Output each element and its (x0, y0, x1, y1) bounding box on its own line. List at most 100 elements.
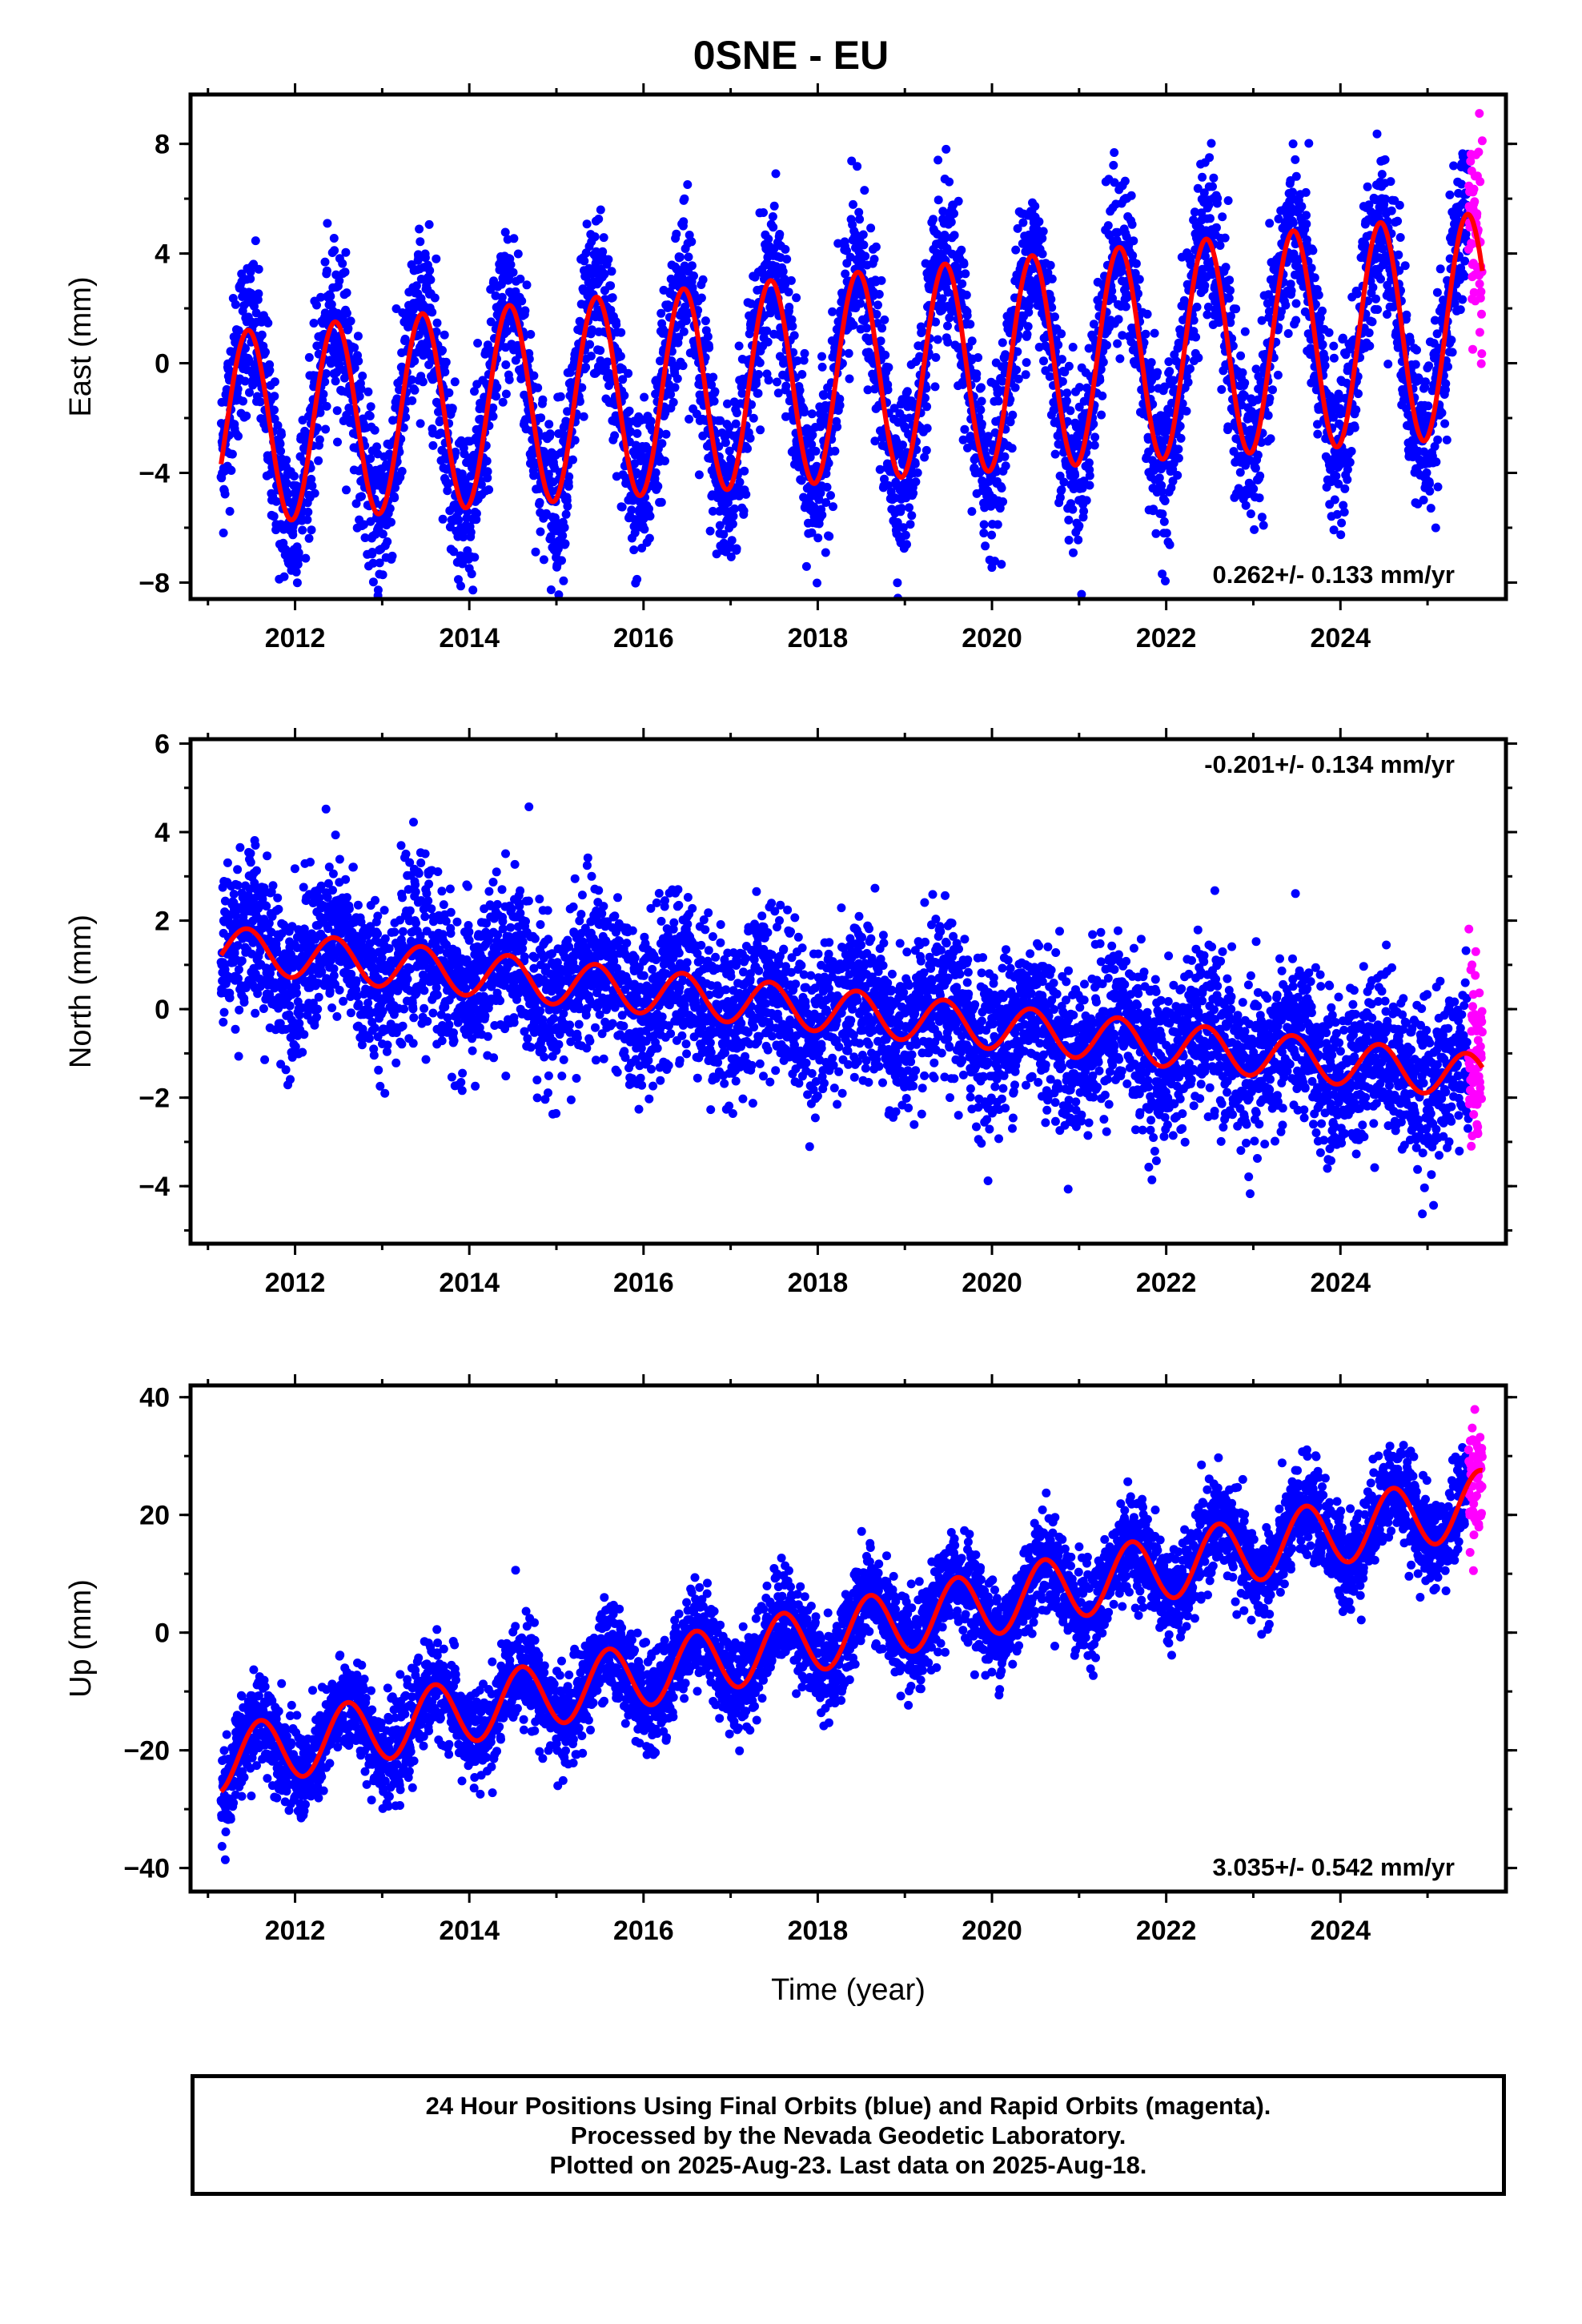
east-final-point (769, 201, 779, 211)
east-final-point (640, 392, 649, 402)
east-final-point (735, 477, 745, 487)
east-final-point (967, 336, 977, 346)
east-final-point (303, 515, 312, 525)
east-final-point (653, 481, 663, 491)
east-final-point (934, 195, 943, 205)
east-final-point (730, 625, 739, 633)
east-final-point (1225, 275, 1235, 285)
east-final-point (585, 340, 595, 349)
east-final-point (673, 374, 682, 384)
east-final-point (1394, 250, 1403, 259)
east-final-point (470, 387, 479, 396)
east-final-point (688, 283, 697, 292)
east-final-point (1313, 429, 1323, 439)
east-final-point (1288, 218, 1298, 227)
east-final-point (553, 545, 563, 553)
east-final-point (1347, 447, 1356, 456)
east-final-point (934, 155, 943, 165)
east-final-point (327, 300, 336, 309)
east-final-point (1162, 529, 1171, 538)
east-final-point (488, 412, 498, 421)
east-final-point (456, 581, 465, 591)
east-final-point (360, 533, 370, 542)
east-final-point (966, 320, 975, 329)
east-final-point (1340, 484, 1350, 493)
east-final-point (298, 525, 307, 535)
east-final-point (853, 162, 862, 171)
east-final-point (745, 433, 755, 443)
east-final-point (536, 413, 546, 423)
east-final-point (759, 208, 768, 217)
east-final-point (454, 507, 464, 517)
east-final-point (251, 236, 260, 246)
east-final-point (250, 301, 259, 311)
east-final-point (233, 384, 243, 394)
east-final-point (685, 231, 694, 239)
east-final-point (365, 412, 375, 420)
east-final-point (1141, 329, 1150, 339)
east-final-point (977, 383, 986, 392)
east-final-point (1365, 341, 1375, 351)
east-final-point (359, 520, 368, 529)
east-final-point (408, 396, 417, 405)
east-final-point (1175, 421, 1185, 431)
east-final-point (972, 369, 982, 379)
east-final-point (390, 493, 400, 503)
east-final-point (1113, 339, 1122, 348)
east-final-point (1302, 235, 1311, 244)
east-final-point (792, 293, 801, 303)
east-final-point (1310, 273, 1319, 283)
east-final-point (357, 492, 366, 501)
east-final-point (1386, 177, 1395, 187)
east-final-point (679, 327, 689, 336)
east-final-point (781, 244, 790, 254)
east-final-point (1098, 391, 1107, 400)
east-final-point (604, 255, 613, 264)
east-final-point (1364, 328, 1374, 338)
east-final-point (1238, 368, 1247, 377)
east-final-point (637, 543, 647, 553)
east-final-point (1151, 529, 1161, 538)
east-final-point (950, 231, 959, 240)
east-final-point (721, 438, 730, 448)
east-final-point (710, 387, 720, 396)
east-final-point (801, 561, 811, 571)
east-final-point (539, 555, 548, 565)
east-final-point (1057, 329, 1066, 339)
east-final-point (277, 430, 286, 440)
east-final-point (426, 275, 436, 284)
east-final-point (315, 408, 325, 417)
east-final-point (811, 446, 821, 456)
east-final-point (981, 541, 990, 551)
east-final-point (625, 427, 635, 436)
east-final-point (323, 219, 332, 228)
east-final-point (1174, 453, 1183, 463)
east-final-point (1159, 517, 1169, 526)
east-final-point (432, 254, 441, 263)
east-final-point (785, 303, 794, 312)
east-final-point (676, 252, 685, 262)
east-final-point (468, 585, 478, 595)
east-final-point (1224, 293, 1234, 303)
east-final-point (979, 520, 989, 529)
east-final-point (283, 491, 292, 501)
east-final-point (486, 317, 496, 327)
east-final-point (703, 332, 713, 341)
east-final-point (246, 274, 255, 283)
east-final-point (586, 352, 596, 361)
east-final-point (845, 374, 854, 384)
east-final-point (1283, 329, 1293, 338)
east-final-point (1250, 525, 1259, 534)
east-final-point (1395, 200, 1404, 210)
east-final-point (1213, 194, 1223, 203)
east-final-point (270, 392, 279, 401)
east-final-point (545, 429, 555, 439)
east-final-point (241, 344, 250, 353)
east-final-point (307, 474, 316, 484)
east-final-point (450, 377, 460, 387)
east-final-point (556, 392, 565, 401)
east-final-point (967, 507, 977, 517)
east-final-point (314, 456, 323, 465)
east-final-point (1380, 155, 1390, 164)
east-final-point (1320, 361, 1330, 371)
